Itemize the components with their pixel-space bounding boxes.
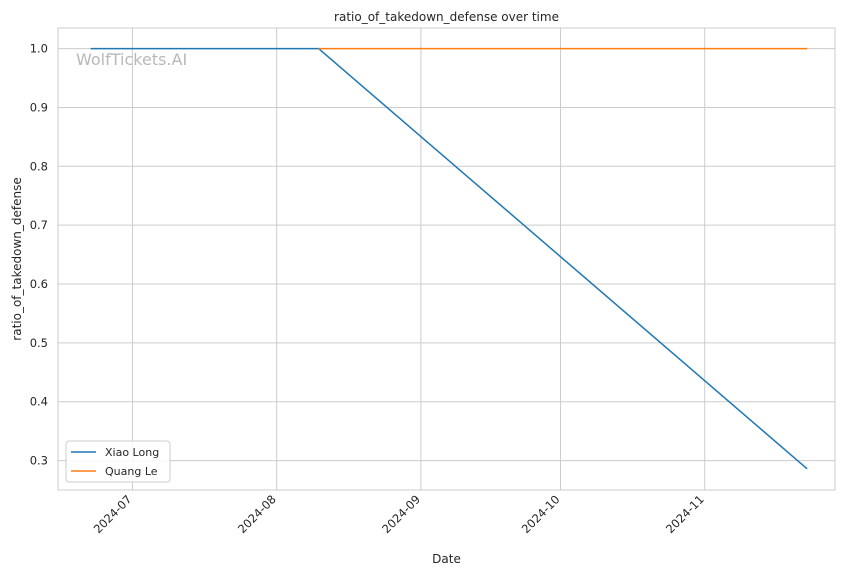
y-tick-label: 0.3: [30, 454, 48, 468]
watermark: WolfTickets.AI: [76, 50, 187, 69]
legend: Xiao Long Quang Le: [65, 440, 171, 483]
y-tick-label: 1.0: [30, 42, 48, 56]
x-tick-label: 2024-09: [379, 492, 423, 536]
plot-frame: [57, 27, 836, 491]
x-tick-label: 2024-07: [91, 492, 135, 536]
x-tick-label: 2024-08: [235, 492, 279, 536]
plot-background: [58, 28, 835, 490]
chart-title: ratio_of_takedown_defense over time: [334, 10, 559, 24]
y-axis-label: ratio_of_takedown_defense: [10, 177, 24, 340]
x-tick-label: 2024-11: [663, 492, 707, 536]
x-axis-label: Date: [432, 552, 461, 566]
y-tick-label: 0.8: [30, 159, 48, 173]
y-axis: 0.3 0.4 0.5 0.6 0.7 0.8 0.9 1.0: [30, 42, 48, 468]
y-tick-label: 0.7: [30, 218, 48, 232]
y-tick-label: 0.5: [30, 336, 48, 350]
legend-label-xiao-long: Xiao Long: [105, 446, 159, 459]
x-axis: 2024-07 2024-08 2024-09 2024-10 2024-11: [91, 492, 707, 536]
series-layer: [90, 47, 808, 470]
x-tick-label: 2024-10: [519, 492, 563, 536]
legend-label-quang-le: Quang Le: [105, 465, 158, 478]
y-tick-label: 0.4: [30, 395, 48, 409]
y-tick-label: 0.9: [30, 100, 48, 114]
grid: [58, 28, 835, 490]
y-tick-label: 0.6: [30, 277, 48, 291]
